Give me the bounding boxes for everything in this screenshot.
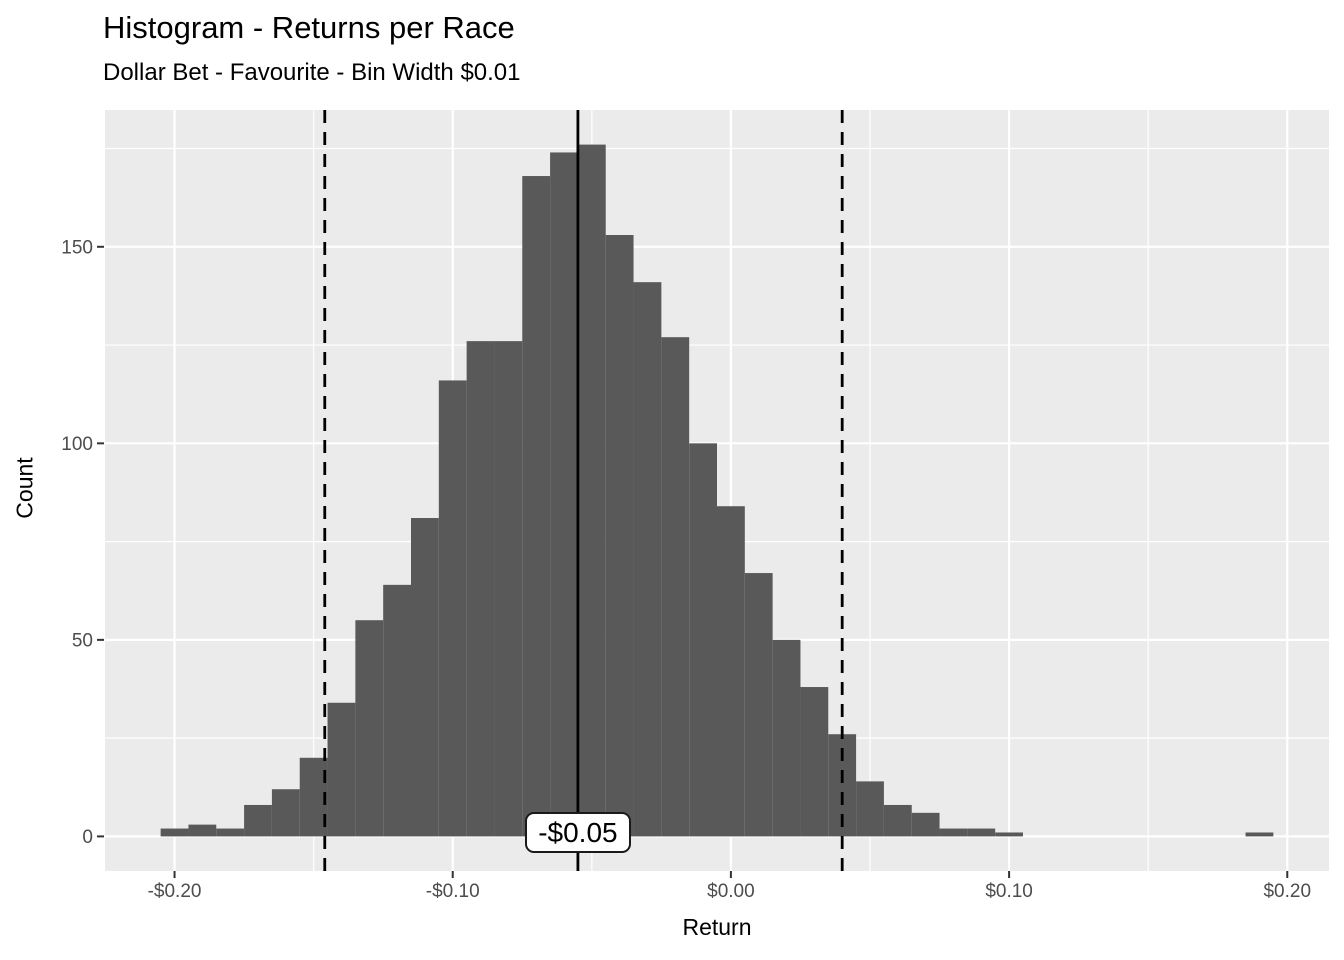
x-axis-title: Return bbox=[682, 914, 752, 940]
histogram-bar bbox=[494, 341, 523, 837]
histogram-bar bbox=[605, 234, 634, 837]
x-tick-label: -$0.20 bbox=[148, 881, 202, 902]
x-tick-label: -$0.10 bbox=[426, 881, 480, 902]
histogram-bar bbox=[883, 804, 912, 837]
histogram-bar bbox=[772, 639, 801, 837]
histogram-bar bbox=[911, 812, 940, 837]
histogram-bar bbox=[550, 152, 578, 837]
chart-subtitle: Dollar Bet - Favourite - Bin Width $0.01 bbox=[103, 59, 521, 86]
histogram-bar bbox=[411, 518, 439, 837]
histogram-bar bbox=[188, 824, 217, 837]
y-tick-label: 100 bbox=[61, 434, 93, 455]
histogram-bar bbox=[160, 828, 189, 837]
histogram-bar bbox=[939, 828, 968, 837]
histogram-bar bbox=[355, 620, 384, 837]
histogram-bar bbox=[383, 584, 411, 837]
histogram-bar bbox=[577, 144, 606, 837]
y-tick-label: 50 bbox=[72, 630, 93, 651]
histogram-bar bbox=[271, 789, 300, 837]
histogram-bar bbox=[717, 506, 745, 837]
histogram-bar bbox=[522, 176, 551, 837]
histogram-bar bbox=[689, 443, 717, 837]
histogram-bar bbox=[438, 380, 467, 837]
histogram-bar bbox=[661, 337, 690, 837]
histogram-bar bbox=[800, 687, 829, 837]
y-axis-title: Count bbox=[11, 457, 38, 519]
histogram-bar bbox=[299, 757, 328, 837]
x-tick-label: $0.10 bbox=[985, 881, 1033, 902]
y-tick-label: 0 bbox=[82, 827, 93, 848]
histogram-bar bbox=[466, 341, 495, 837]
histogram-bar bbox=[244, 804, 272, 837]
histogram-bar bbox=[744, 573, 773, 837]
histogram-bar bbox=[995, 832, 1023, 837]
chart-title: Histogram - Returns per Race bbox=[103, 10, 515, 45]
histogram-bar bbox=[216, 828, 245, 837]
x-tick-label: $0.20 bbox=[1263, 881, 1311, 902]
histogram-bar bbox=[327, 702, 356, 837]
mean-value-label: -$0.05 bbox=[524, 812, 631, 853]
x-tick-label: $0.00 bbox=[707, 881, 755, 902]
histogram-bar bbox=[967, 828, 996, 837]
y-tick-label: 150 bbox=[61, 237, 93, 258]
histogram-bar bbox=[1245, 832, 1274, 837]
histogram-bar bbox=[633, 282, 662, 837]
histogram-bar bbox=[856, 781, 884, 837]
